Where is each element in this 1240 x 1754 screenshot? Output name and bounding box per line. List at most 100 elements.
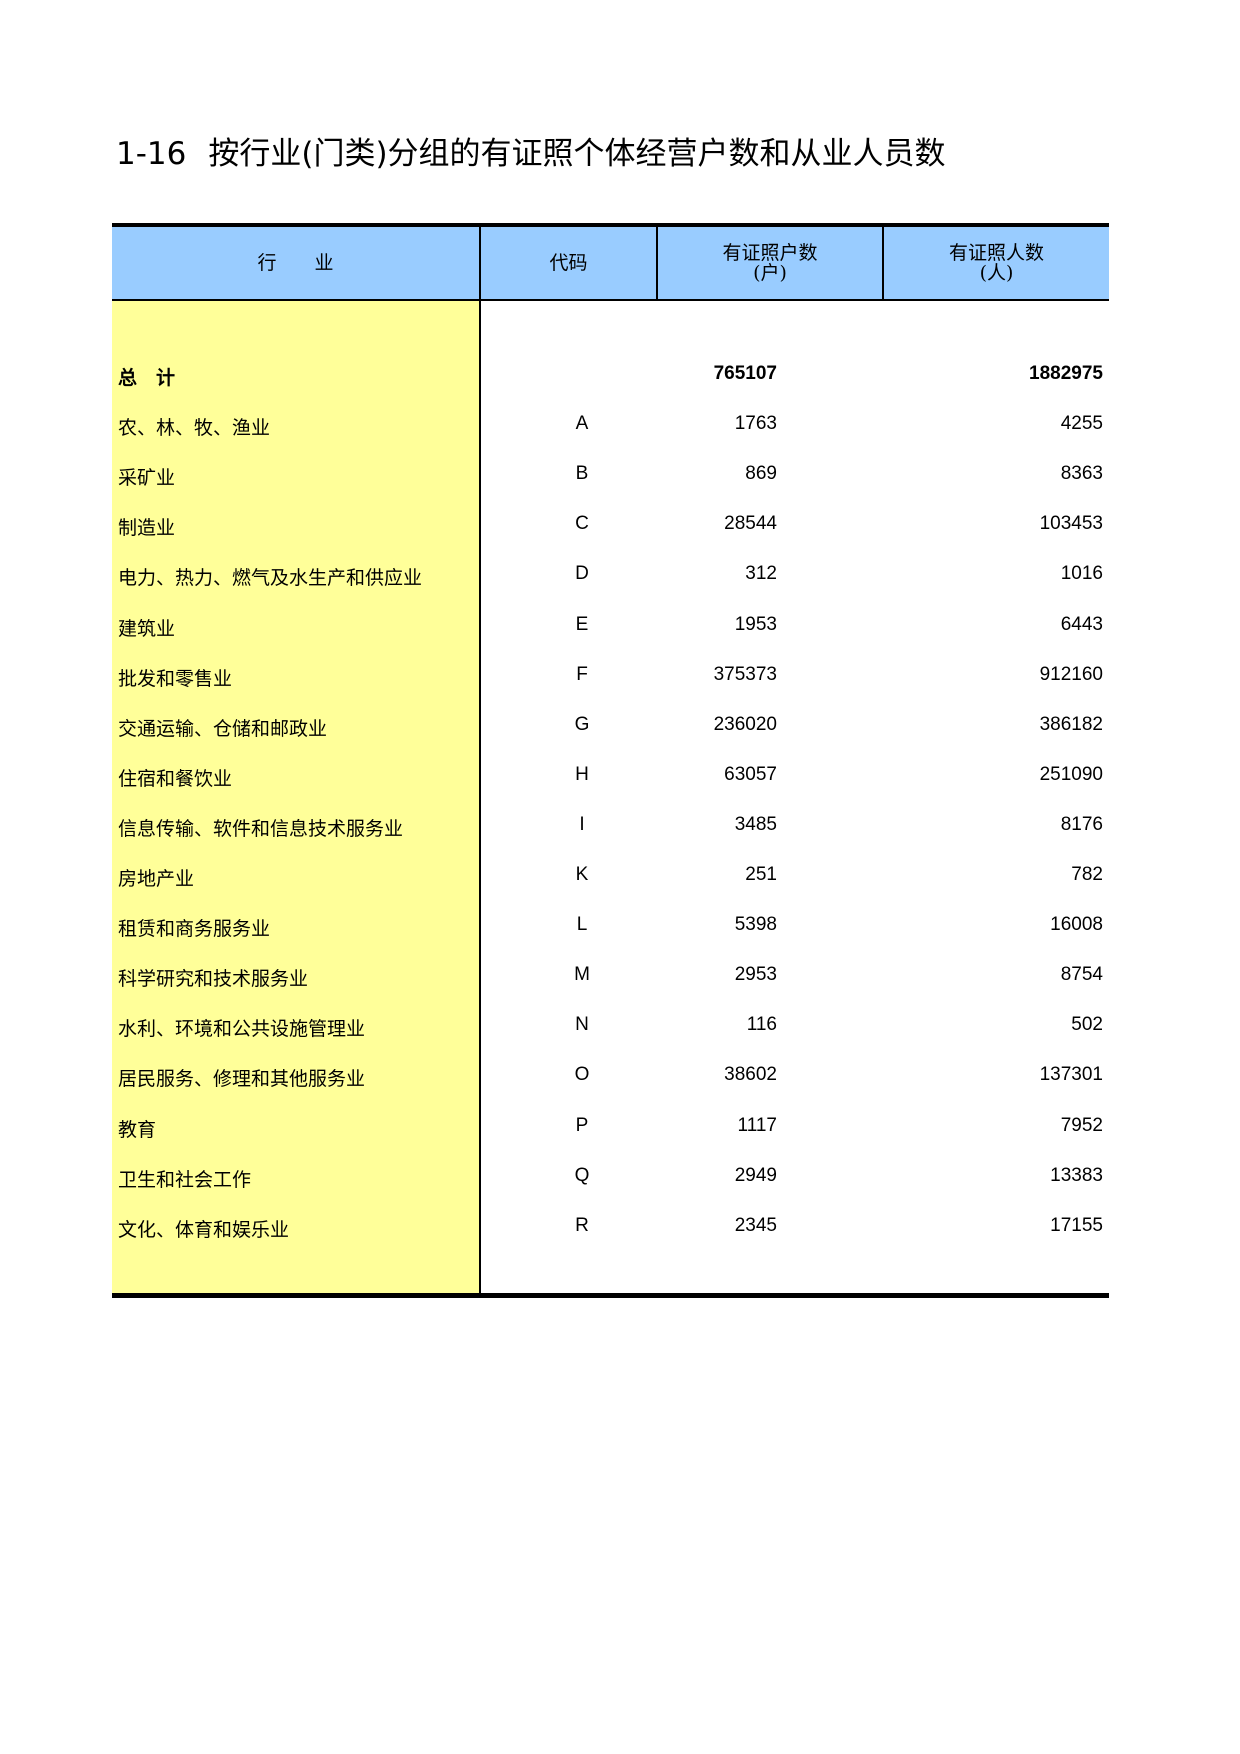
industry-code: P — [575, 1114, 589, 1136]
industry-code: D — [575, 563, 589, 585]
households-value: 3485 — [734, 813, 777, 835]
persons-value: 4255 — [1060, 413, 1103, 435]
industry-name: 采矿业 — [118, 467, 176, 490]
households-value: 251 — [745, 864, 777, 885]
industry-name: 水利、环境和公共设施管理业 — [118, 1018, 366, 1041]
persons-value: 8176 — [1060, 813, 1103, 835]
industry-name: 住宿和餐饮业 — [118, 767, 233, 790]
table-row: 科学研究和技术服务业 M 2953 8754 — [112, 964, 1109, 994]
industry-code: H — [575, 763, 589, 785]
persons-value: 782 — [1071, 864, 1103, 885]
industry-code: M — [574, 964, 590, 986]
header-persons-label: 有证照人数 — [948, 242, 1044, 264]
persons-value: 8754 — [1060, 964, 1103, 986]
persons-value: 17155 — [1050, 1214, 1103, 1236]
industry-code: E — [575, 613, 589, 635]
households-value: 5398 — [734, 914, 777, 936]
households-value: 869 — [745, 463, 777, 485]
table-row: 总 计 765107 1882975 — [112, 363, 1109, 393]
industry-name: 交通运输、仓储和邮政业 — [118, 717, 328, 740]
persons-value: 6443 — [1060, 613, 1103, 635]
industry-name: 建筑业 — [118, 617, 176, 640]
households-value: 236020 — [713, 713, 777, 735]
table-row: 制造业 C 28544 103453 — [112, 513, 1109, 543]
households-value: 1763 — [734, 413, 777, 435]
industry-code: Q — [574, 1164, 590, 1186]
table-row: 交通运输、仓储和邮政业 G 236020 386182 — [112, 714, 1109, 744]
header-industry: 行 业 — [112, 227, 479, 299]
divider — [656, 227, 658, 299]
table-row: 居民服务、修理和其他服务业 O 38602 137301 — [112, 1064, 1109, 1094]
industry-code: O — [574, 1064, 590, 1086]
bottom-border — [112, 1293, 1109, 1298]
header-code-label: 代码 — [549, 252, 588, 274]
households-value: 2345 — [734, 1214, 777, 1236]
industry-name: 房地产业 — [118, 868, 195, 890]
households-value: 765107 — [713, 363, 777, 384]
persons-value: 13383 — [1050, 1164, 1103, 1186]
table-number: 1-16 — [116, 136, 187, 172]
industry-code: A — [575, 413, 589, 435]
persons-value: 912160 — [1039, 663, 1103, 685]
divider — [479, 301, 481, 1293]
industry-name: 教育 — [118, 1118, 157, 1141]
persons-value: 7952 — [1060, 1114, 1103, 1136]
industry-name: 文化、体育和娱乐业 — [118, 1218, 290, 1241]
industry-code: I — [579, 813, 585, 835]
households-value: 38602 — [724, 1064, 777, 1086]
table-row: 采矿业 B 869 8363 — [112, 463, 1109, 493]
table-title: 按行业(门类)分组的有证照个体经营户数和从业人员数 — [208, 136, 946, 172]
industry-name: 总 计 — [118, 367, 176, 389]
persons-value: 251090 — [1039, 763, 1103, 785]
industry-column-bg — [112, 301, 480, 1293]
households-value: 1117 — [737, 1114, 777, 1136]
page-title: 1-16 按行业(门类)分组的有证照个体经营户数和从业人员数 — [116, 128, 946, 173]
industry-code: G — [574, 713, 590, 735]
table-row: 农、林、牧、渔业 A 1763 4255 — [112, 413, 1109, 443]
divider — [882, 227, 884, 299]
industry-code: F — [576, 663, 588, 685]
table-row: 电力、热力、燃气及水生产和供应业 D 312 1016 — [112, 563, 1109, 593]
households-value: 2949 — [734, 1164, 777, 1186]
table-row: 住宿和餐饮业 H 63057 251090 — [112, 764, 1109, 794]
header-persons-unit: (人) — [979, 262, 1014, 284]
table-row: 文化、体育和娱乐业 R 2345 17155 — [112, 1215, 1109, 1245]
industry-name: 卫生和社会工作 — [118, 1168, 252, 1191]
households-value: 63057 — [724, 763, 777, 785]
households-value: 2953 — [734, 964, 777, 986]
table-row: 信息传输、软件和信息技术服务业 I 3485 8176 — [112, 814, 1109, 844]
table-row: 批发和零售业 F 375373 912160 — [112, 664, 1109, 694]
header-households-unit: (户) — [753, 262, 787, 284]
industry-name: 制造业 — [118, 517, 176, 540]
table-row: 房地产业 K 251 782 — [112, 864, 1109, 894]
persons-value: 8363 — [1060, 463, 1103, 485]
persons-value: 386182 — [1039, 713, 1103, 735]
industry-code: K — [575, 864, 589, 885]
industry-code: L — [576, 914, 588, 936]
table-row: 租赁和商务服务业 L 5398 16008 — [112, 914, 1109, 944]
industry-name: 信息传输、软件和信息技术服务业 — [118, 817, 404, 840]
households-value: 375373 — [713, 663, 777, 685]
industry-name: 农、林、牧、渔业 — [118, 417, 271, 440]
header-bottom-border — [112, 299, 1109, 301]
header-households: 有证照户数 (户) — [658, 227, 882, 299]
persons-value: 502 — [1071, 1014, 1103, 1036]
households-value: 1953 — [734, 613, 777, 635]
industry-name: 租赁和商务服务业 — [118, 918, 271, 941]
industry-name: 批发和零售业 — [118, 667, 233, 690]
header-households-label: 有证照户数 — [722, 242, 818, 264]
table-row: 卫生和社会工作 Q 2949 13383 — [112, 1165, 1109, 1195]
households-value: 28544 — [724, 513, 777, 535]
households-value: 312 — [745, 563, 777, 585]
divider — [479, 227, 481, 299]
persons-value: 16008 — [1050, 914, 1103, 936]
industry-name: 电力、热力、燃气及水生产和供应业 — [118, 567, 423, 590]
top-border — [112, 223, 1109, 227]
header-persons: 有证照人数 (人) — [884, 227, 1109, 299]
industry-code: B — [575, 463, 589, 485]
persons-value: 1882975 — [1029, 363, 1103, 384]
industry-name: 科学研究和技术服务业 — [118, 968, 309, 991]
table-row: 教育 P 1117 7952 — [112, 1115, 1109, 1145]
header-industry-label: 行 业 — [257, 252, 334, 274]
industry-code: R — [575, 1214, 589, 1236]
